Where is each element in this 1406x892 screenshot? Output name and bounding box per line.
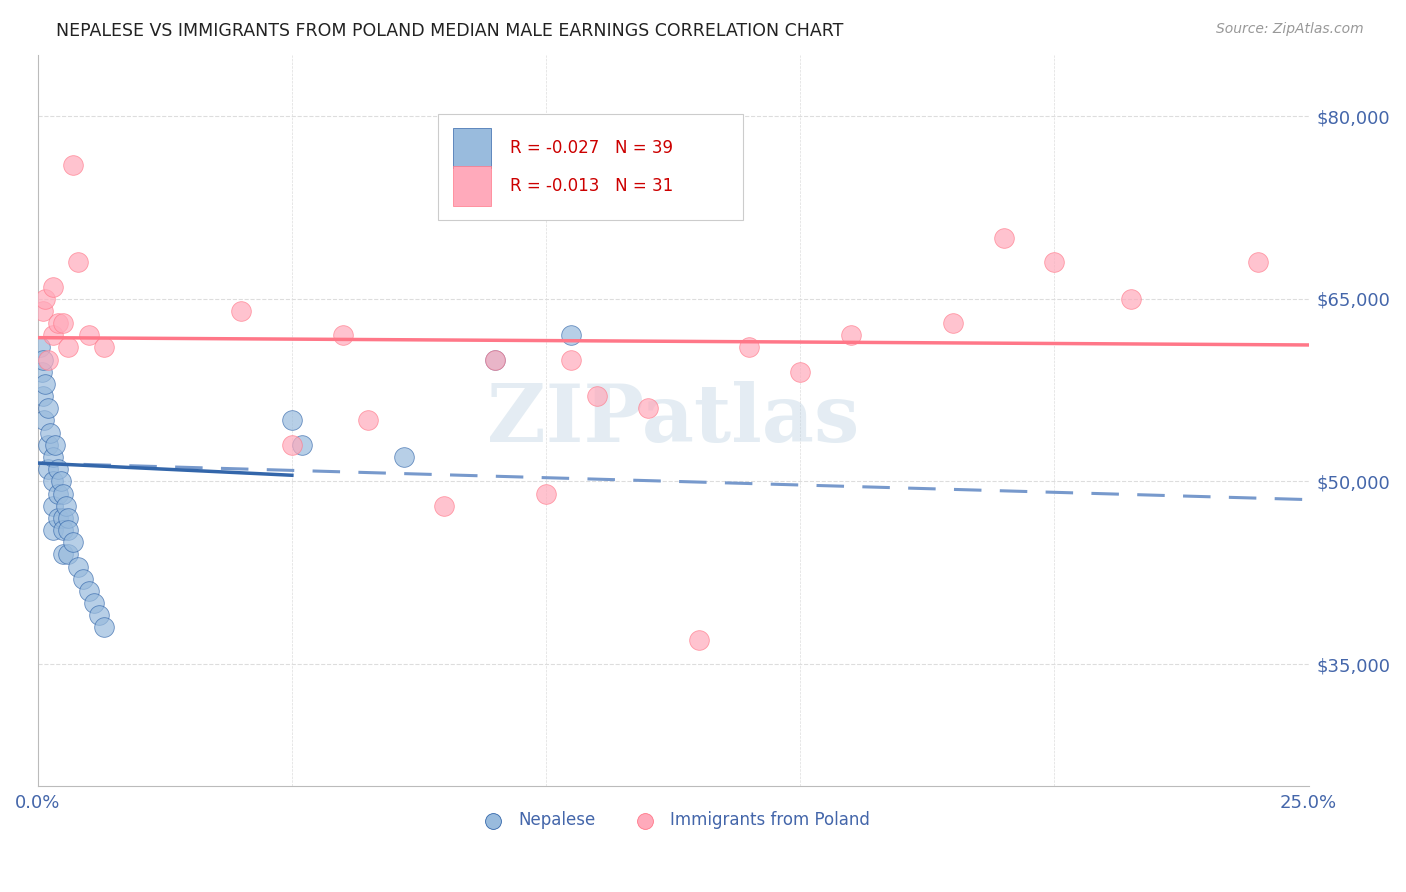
Point bbox=[56, 548, 79, 562]
Point bbox=[52, 511, 75, 525]
Point bbox=[72, 572, 94, 586]
Point bbox=[55, 499, 77, 513]
Legend: Nepalese, Immigrants from Poland: Nepalese, Immigrants from Poland bbox=[470, 805, 877, 836]
Point bbox=[32, 413, 55, 427]
Point bbox=[37, 352, 59, 367]
Point bbox=[46, 511, 69, 525]
Point bbox=[37, 462, 59, 476]
Point bbox=[839, 328, 862, 343]
Point bbox=[738, 340, 761, 354]
Point bbox=[42, 523, 65, 537]
Point bbox=[357, 413, 380, 427]
Point bbox=[291, 438, 314, 452]
Point bbox=[31, 389, 53, 403]
Point bbox=[229, 304, 252, 318]
Point bbox=[560, 352, 582, 367]
Point bbox=[46, 486, 69, 500]
Point bbox=[433, 499, 456, 513]
Point bbox=[1119, 292, 1142, 306]
Point bbox=[637, 401, 659, 416]
Point bbox=[392, 450, 415, 464]
Point bbox=[560, 328, 582, 343]
Point bbox=[52, 316, 75, 330]
Point bbox=[42, 450, 65, 464]
Point bbox=[1247, 255, 1270, 269]
Point bbox=[49, 475, 72, 489]
Point bbox=[31, 365, 53, 379]
Point bbox=[46, 462, 69, 476]
Point bbox=[77, 583, 100, 598]
Point bbox=[688, 632, 710, 647]
Point bbox=[34, 376, 56, 391]
Point bbox=[42, 279, 65, 293]
Point bbox=[56, 340, 79, 354]
Point bbox=[52, 486, 75, 500]
Point bbox=[1043, 255, 1066, 269]
Point bbox=[332, 328, 354, 343]
Point bbox=[586, 389, 609, 403]
Point bbox=[62, 158, 84, 172]
Point bbox=[30, 340, 52, 354]
Point bbox=[83, 596, 105, 610]
Point bbox=[42, 499, 65, 513]
Point bbox=[77, 328, 100, 343]
Point bbox=[942, 316, 965, 330]
Point bbox=[46, 316, 69, 330]
Point bbox=[93, 620, 115, 634]
Point bbox=[67, 559, 90, 574]
Point bbox=[281, 413, 304, 427]
Point bbox=[484, 352, 506, 367]
Point bbox=[56, 511, 79, 525]
Point bbox=[52, 548, 75, 562]
Point bbox=[87, 608, 110, 623]
Point bbox=[44, 438, 66, 452]
Point bbox=[42, 475, 65, 489]
Point bbox=[534, 486, 557, 500]
FancyBboxPatch shape bbox=[453, 166, 492, 206]
Point bbox=[37, 438, 59, 452]
Text: R = -0.027   N = 39: R = -0.027 N = 39 bbox=[510, 139, 673, 157]
Point bbox=[56, 523, 79, 537]
Point bbox=[37, 401, 59, 416]
Point bbox=[62, 535, 84, 549]
Text: Source: ZipAtlas.com: Source: ZipAtlas.com bbox=[1216, 22, 1364, 37]
FancyBboxPatch shape bbox=[453, 128, 492, 169]
Point bbox=[484, 352, 506, 367]
Point bbox=[31, 352, 53, 367]
FancyBboxPatch shape bbox=[439, 113, 744, 219]
Point bbox=[67, 255, 90, 269]
Point bbox=[789, 365, 811, 379]
Text: ZIPatlas: ZIPatlas bbox=[486, 382, 859, 459]
Text: R = -0.013   N = 31: R = -0.013 N = 31 bbox=[510, 178, 673, 195]
Point bbox=[39, 425, 62, 440]
Point bbox=[31, 304, 53, 318]
Point bbox=[993, 231, 1015, 245]
Point bbox=[42, 328, 65, 343]
Point bbox=[34, 292, 56, 306]
Point bbox=[93, 340, 115, 354]
Text: NEPALESE VS IMMIGRANTS FROM POLAND MEDIAN MALE EARNINGS CORRELATION CHART: NEPALESE VS IMMIGRANTS FROM POLAND MEDIA… bbox=[56, 22, 844, 40]
Point bbox=[52, 523, 75, 537]
Point bbox=[281, 438, 304, 452]
